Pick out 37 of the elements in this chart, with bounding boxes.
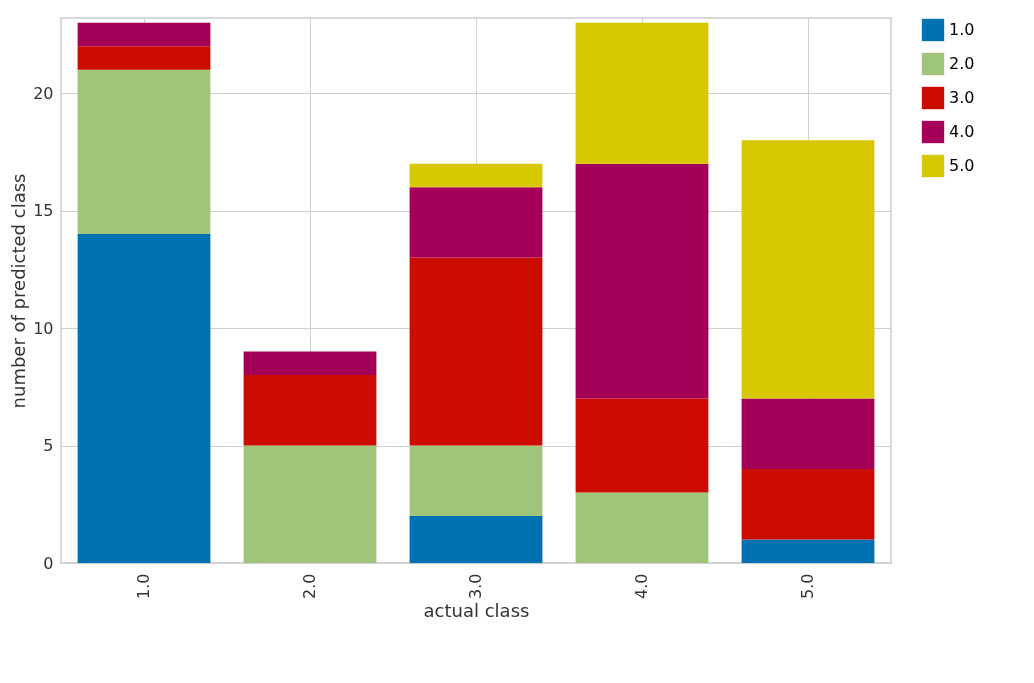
y-tick-label: 0 [43,553,54,573]
x-tick-label: 1.0 [134,573,153,599]
y-axis-title: number of predicted class [8,173,30,409]
bar [741,140,875,399]
y-tick-label: 20 [33,83,54,103]
x-tick-label: 3.0 [466,573,485,599]
bar [741,469,875,540]
legend-label: 2.0 [949,54,975,73]
y-tick-label: 10 [33,318,54,338]
y-tick-label: 15 [33,201,54,221]
legend-label: 4.0 [949,122,975,141]
bar [409,445,543,517]
bar [77,234,211,563]
bar [77,22,211,47]
bar [575,398,709,493]
bar [409,257,543,446]
legend-label: 5.0 [949,156,975,175]
bar [77,69,211,235]
bar [575,22,709,164]
legend-label: 1.0 [949,20,975,39]
bar [409,163,543,188]
bar [243,445,377,563]
x-tick-label: 4.0 [632,573,651,599]
bar [575,492,709,563]
bar [77,46,211,70]
bar [243,375,377,446]
legend-label: 3.0 [949,88,975,107]
bar [409,187,543,258]
x-tick-label: 2.0 [300,573,319,599]
bar [409,516,543,563]
bar [741,539,875,563]
y-tick-label: 5 [43,436,54,456]
bar [741,398,875,470]
bar [575,163,709,399]
x-tick-label: 5.0 [798,573,817,599]
x-axis-title: actual class [423,599,530,621]
bar [243,351,377,376]
